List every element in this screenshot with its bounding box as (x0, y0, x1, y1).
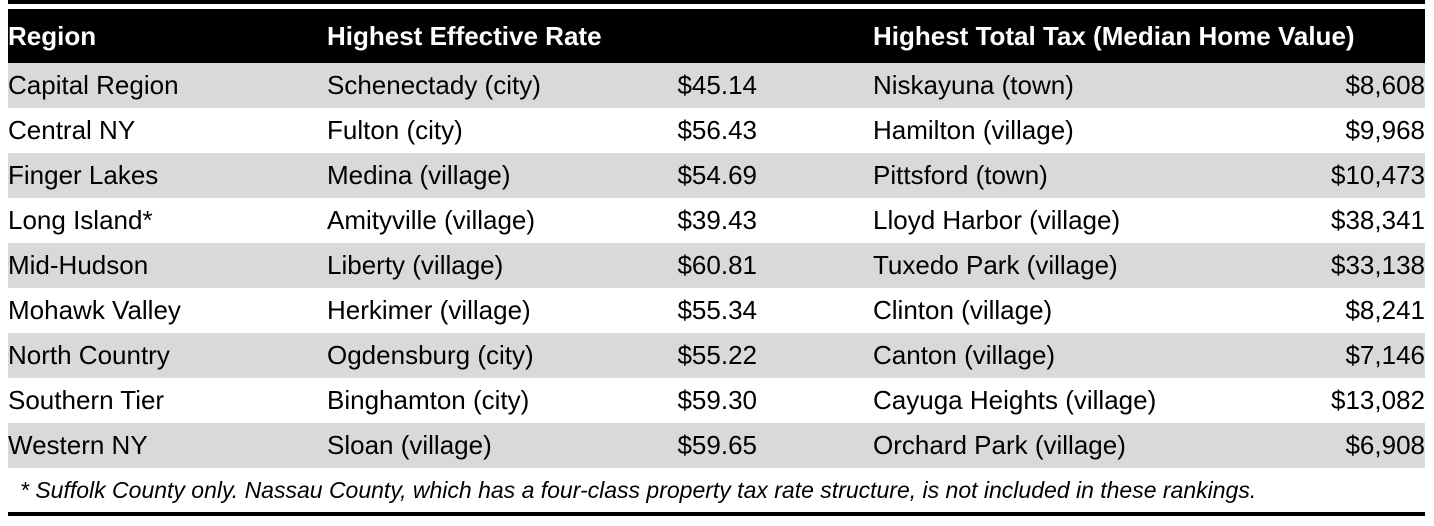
rate-value-cell: $59.65 (607, 423, 757, 468)
rate-value-cell: $55.22 (607, 333, 757, 378)
rate-place-cell: Sloan (village) (327, 423, 607, 468)
rate-place-cell: Binghamton (city) (327, 378, 607, 423)
rate-place-cell: Schenectady (city) (327, 63, 607, 108)
spacer-cell (757, 63, 873, 108)
table-header-row: Region Highest Effective Rate Highest To… (8, 9, 1425, 63)
column-header-region: Region (8, 9, 327, 63)
rate-value-cell: $59.30 (607, 378, 757, 423)
rate-place-cell: Liberty (village) (327, 243, 607, 288)
rate-value-cell: $54.69 (607, 153, 757, 198)
rate-value-cell: $60.81 (607, 243, 757, 288)
tax-value-cell: $8,241 (1188, 288, 1425, 333)
tax-value-cell: $6,908 (1188, 423, 1425, 468)
spacer-cell (757, 153, 873, 198)
tax-value-cell: $38,341 (1188, 198, 1425, 243)
tax-value-cell: $7,146 (1188, 333, 1425, 378)
spacer-cell (757, 288, 873, 333)
tax-place-cell: Clinton (village) (873, 288, 1188, 333)
region-cell: North Country (8, 333, 327, 378)
region-cell: Western NY (8, 423, 327, 468)
table-row: Finger Lakes Medina (village) $54.69 Pit… (8, 153, 1425, 198)
table-row: Long Island* Amityville (village) $39.43… (8, 198, 1425, 243)
column-header-highest-effective-rate: Highest Effective Rate (327, 9, 757, 63)
spacer-cell (757, 198, 873, 243)
tax-place-cell: Niskayuna (town) (873, 63, 1188, 108)
region-cell: Southern Tier (8, 378, 327, 423)
region-cell: Capital Region (8, 63, 327, 108)
column-header-highest-total-tax: Highest Total Tax (Median Home Value) (873, 9, 1425, 63)
property-tax-table: Region Highest Effective Rate Highest To… (8, 9, 1425, 468)
tax-place-cell: Canton (village) (873, 333, 1188, 378)
tax-place-cell: Tuxedo Park (village) (873, 243, 1188, 288)
table-row: Central NY Fulton (city) $56.43 Hamilton… (8, 108, 1425, 153)
rate-value-cell: $56.43 (607, 108, 757, 153)
tax-table-figure: Region Highest Effective Rate Highest To… (8, 0, 1425, 516)
table-row: Mid-Hudson Liberty (village) $60.81 Tuxe… (8, 243, 1425, 288)
rate-place-cell: Ogdensburg (city) (327, 333, 607, 378)
region-cell: Central NY (8, 108, 327, 153)
column-header-spacer (757, 9, 873, 63)
rate-place-cell: Medina (village) (327, 153, 607, 198)
footnote: * Suffolk County only. Nassau County, wh… (20, 476, 1257, 503)
rate-value-cell: $39.43 (607, 198, 757, 243)
table-row: Western NY Sloan (village) $59.65 Orchar… (8, 423, 1425, 468)
table-row: Southern Tier Binghamton (city) $59.30 C… (8, 378, 1425, 423)
tax-value-cell: $33,138 (1188, 243, 1425, 288)
tax-place-cell: Hamilton (village) (873, 108, 1188, 153)
table-row: Mohawk Valley Herkimer (village) $55.34 … (8, 288, 1425, 333)
rate-place-cell: Fulton (city) (327, 108, 607, 153)
region-cell: Long Island* (8, 198, 327, 243)
tax-value-cell: $8,608 (1188, 63, 1425, 108)
tax-value-cell: $10,473 (1188, 153, 1425, 198)
tax-place-cell: Cayuga Heights (village) (873, 378, 1188, 423)
region-cell: Finger Lakes (8, 153, 327, 198)
tax-value-cell: $9,968 (1188, 108, 1425, 153)
spacer-cell (757, 108, 873, 153)
bottom-rule (8, 512, 1425, 516)
rate-value-cell: $55.34 (607, 288, 757, 333)
rate-value-cell: $45.14 (607, 63, 757, 108)
tax-place-cell: Orchard Park (village) (873, 423, 1188, 468)
rate-place-cell: Amityville (village) (327, 198, 607, 243)
tax-value-cell: $13,082 (1188, 378, 1425, 423)
region-cell: Mohawk Valley (8, 288, 327, 333)
top-rule (8, 0, 1425, 4)
spacer-cell (757, 378, 873, 423)
table-row: Capital Region Schenectady (city) $45.14… (8, 63, 1425, 108)
table-row: North Country Ogdensburg (city) $55.22 C… (8, 333, 1425, 378)
spacer-cell (757, 333, 873, 378)
spacer-cell (757, 243, 873, 288)
region-cell: Mid-Hudson (8, 243, 327, 288)
tax-place-cell: Pittsford (town) (873, 153, 1188, 198)
rate-place-cell: Herkimer (village) (327, 288, 607, 333)
spacer-cell (757, 423, 873, 468)
tax-place-cell: Lloyd Harbor (village) (873, 198, 1188, 243)
